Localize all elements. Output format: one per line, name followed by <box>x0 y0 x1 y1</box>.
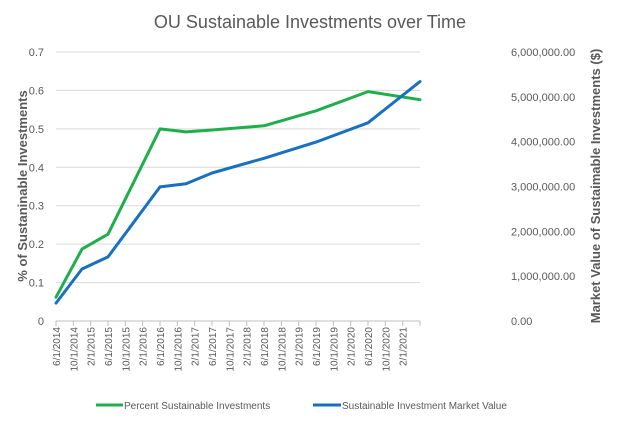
x-tick-label: 10/1/2017 <box>225 327 236 372</box>
x-tick-label: 2/1/2021 <box>399 327 410 366</box>
y2-axis-label: Market Value of Sustaimable Investments … <box>588 49 603 324</box>
y-tick-label: 0.1 <box>29 278 44 290</box>
y2-tick-label: 1,000,000.00 <box>511 271 575 283</box>
x-tick-label: 6/1/2016 <box>156 327 167 366</box>
x-tick-label: 6/1/2018 <box>260 327 271 366</box>
x-tick-label: 2/1/2015 <box>87 327 98 366</box>
y-tick-label: 0.6 <box>29 85 44 97</box>
series-line-market-value <box>54 80 422 305</box>
x-tick-label: 2/1/2019 <box>295 327 306 366</box>
y-tick-label: 0.4 <box>29 162 44 174</box>
legend-label-percent: Percent Sustainable Investments <box>124 401 270 412</box>
x-tick-label: 6/1/2017 <box>208 327 219 366</box>
x-tick-label: 6/1/2019 <box>312 327 323 366</box>
series-line-percent <box>54 90 422 299</box>
y2-tick-label: 6,000,000.00 <box>511 47 575 59</box>
x-tick-label: 10/1/2015 <box>121 327 132 372</box>
x-tick-label: 10/1/2016 <box>173 327 184 372</box>
y2-tick-label: 2,000,000.00 <box>511 226 575 238</box>
y-axis-label: % of Sustaninable Investments <box>15 90 30 281</box>
y2-tick-label: 4,000,000.00 <box>511 137 575 149</box>
y-tick-label: 0.2 <box>29 239 44 251</box>
x-tick-label: 6/1/2020 <box>364 327 375 366</box>
y-tick-label: 0.3 <box>29 201 44 213</box>
y2-tick-label: 0.00 <box>511 316 532 328</box>
y2-tick-label: 3,000,000.00 <box>511 182 575 194</box>
legend-label-market-value: Sustainable Investment Market Value <box>342 401 507 412</box>
legend: Percent Sustainable Investments Sustaina… <box>96 401 507 412</box>
x-tick-label: 2/1/2018 <box>243 327 254 366</box>
x-tick-label: 10/1/2019 <box>329 327 340 372</box>
x-tick-label: 6/1/2014 <box>52 327 63 366</box>
x-tick-label: 6/1/2015 <box>104 327 115 366</box>
x-tick-label: 10/1/2020 <box>381 327 392 372</box>
y-tick-label: 0 <box>38 316 44 328</box>
x-tick-label: 10/1/2018 <box>277 327 288 372</box>
y2-tick-label: 5,000,000.00 <box>511 92 575 104</box>
x-tick-label: 2/1/2017 <box>191 327 202 366</box>
x-tick-label: 10/1/2014 <box>69 327 80 372</box>
y-tick-label: 0.7 <box>29 47 44 59</box>
x-tick-label: 2/1/2020 <box>347 327 358 366</box>
chart-title: OU Sustainable Investments over Time <box>154 12 466 32</box>
x-tick-label: 2/1/2016 <box>139 327 150 366</box>
y-tick-label: 0.5 <box>29 124 44 136</box>
